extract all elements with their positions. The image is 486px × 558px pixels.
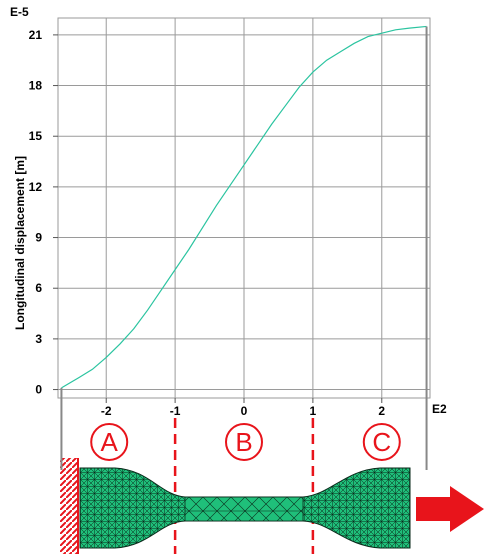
region-label: A [101, 427, 119, 457]
y-tick-label: 21 [29, 28, 43, 42]
region-circle [90, 423, 129, 461]
y-exponent-label: E-5 [10, 5, 29, 19]
axis-ticks [53, 34, 383, 403]
y-tick-label: 15 [29, 129, 43, 143]
y-tick-label: 12 [29, 180, 43, 194]
y-tick-label: 0 [35, 383, 42, 397]
region-label: B [235, 427, 252, 457]
x-tick-label: 1 [310, 404, 317, 418]
y-tick-label: 18 [29, 79, 43, 93]
region-circle [362, 423, 401, 461]
series-layer [61, 25, 427, 389]
specimen [60, 458, 484, 554]
region-label: C [372, 427, 391, 457]
x-exponent-label: E2 [432, 402, 447, 416]
y-tick-label: 3 [35, 332, 42, 346]
y-tick-label: 9 [35, 231, 42, 245]
clamp [60, 458, 78, 554]
x-tick-label: 0 [241, 404, 248, 418]
region-markers: A B C [90, 418, 401, 554]
x-tick-label: 2 [378, 404, 385, 418]
x-tick-label: -2 [101, 404, 112, 418]
grid-lines [58, 18, 430, 398]
specimen-gauge-section [184, 496, 304, 522]
x-tick-label: -1 [170, 404, 181, 418]
series-line [61, 25, 427, 389]
y-axis-title: Longitudinal displacement [m] [13, 156, 27, 330]
y-tick-label: 6 [35, 281, 42, 295]
pull-arrow-icon [416, 486, 484, 532]
region-circle [225, 423, 263, 461]
